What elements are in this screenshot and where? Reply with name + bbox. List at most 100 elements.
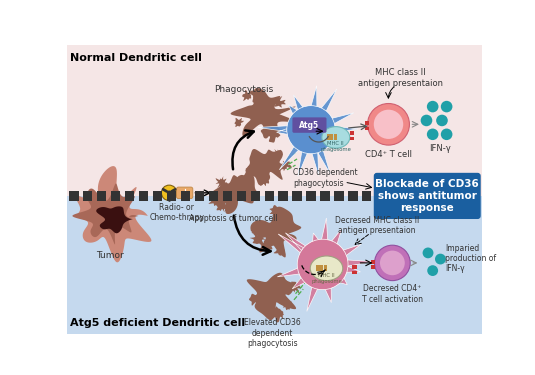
Ellipse shape bbox=[322, 127, 350, 148]
Polygon shape bbox=[231, 88, 299, 136]
Polygon shape bbox=[210, 190, 221, 200]
FancyBboxPatch shape bbox=[177, 187, 193, 199]
Circle shape bbox=[162, 185, 177, 201]
Text: Decresed MHC class II
antigen presentaion: Decresed MHC class II antigen presentaio… bbox=[335, 216, 419, 236]
Polygon shape bbox=[277, 218, 373, 311]
Bar bbox=[371, 260, 376, 264]
Polygon shape bbox=[238, 172, 254, 186]
Polygon shape bbox=[274, 246, 285, 256]
Polygon shape bbox=[209, 195, 223, 208]
Bar bbox=[97, 191, 106, 201]
Circle shape bbox=[427, 101, 439, 112]
Polygon shape bbox=[251, 227, 261, 235]
Text: CD4⁺ T cell: CD4⁺ T cell bbox=[365, 150, 412, 159]
Bar bbox=[324, 265, 327, 272]
Text: Radio- or
Chemo-thrapy: Radio- or Chemo-thrapy bbox=[149, 203, 204, 222]
Bar bbox=[334, 191, 343, 201]
Text: MHC II
phagosome: MHC II phagosome bbox=[311, 273, 342, 284]
Polygon shape bbox=[281, 300, 292, 310]
Circle shape bbox=[435, 254, 446, 264]
Polygon shape bbox=[250, 229, 266, 244]
Bar bbox=[153, 191, 162, 201]
Circle shape bbox=[167, 190, 172, 195]
Bar bbox=[181, 191, 190, 201]
Polygon shape bbox=[259, 173, 270, 186]
FancyBboxPatch shape bbox=[374, 173, 481, 219]
Text: IFN-γ: IFN-γ bbox=[429, 144, 450, 153]
Polygon shape bbox=[261, 240, 272, 251]
Text: Imparied
production of
IFN-γ: Imparied production of IFN-γ bbox=[445, 244, 496, 273]
Polygon shape bbox=[266, 125, 284, 142]
Circle shape bbox=[368, 104, 409, 145]
Circle shape bbox=[374, 110, 403, 139]
Text: Normal Dendritic cell: Normal Dendritic cell bbox=[70, 54, 202, 63]
Bar bbox=[223, 191, 232, 201]
Bar bbox=[365, 127, 369, 130]
Polygon shape bbox=[234, 118, 244, 127]
Polygon shape bbox=[246, 149, 287, 185]
Bar bbox=[278, 191, 288, 201]
Polygon shape bbox=[271, 207, 281, 218]
Bar bbox=[320, 265, 323, 272]
Bar bbox=[111, 191, 120, 201]
Polygon shape bbox=[250, 88, 264, 103]
Bar bbox=[371, 265, 376, 269]
Bar bbox=[334, 134, 338, 141]
FancyBboxPatch shape bbox=[293, 117, 326, 133]
Bar bbox=[293, 191, 302, 201]
Polygon shape bbox=[272, 149, 282, 158]
Circle shape bbox=[374, 245, 410, 280]
Bar bbox=[209, 191, 218, 201]
Polygon shape bbox=[250, 169, 258, 177]
Bar bbox=[320, 191, 330, 201]
Circle shape bbox=[421, 115, 432, 126]
Text: Phagocytosis: Phagocytosis bbox=[214, 85, 273, 94]
Bar bbox=[326, 134, 330, 141]
Bar bbox=[250, 191, 260, 201]
Polygon shape bbox=[272, 96, 286, 108]
Polygon shape bbox=[216, 176, 228, 188]
Bar bbox=[352, 271, 357, 274]
Circle shape bbox=[297, 239, 348, 290]
Circle shape bbox=[380, 251, 405, 275]
Text: Apoptosis of tumor cell: Apoptosis of tumor cell bbox=[189, 214, 278, 223]
Text: Blockade of CD36
shows antitumor
response: Blockade of CD36 shows antitumor respons… bbox=[376, 179, 479, 213]
Polygon shape bbox=[224, 203, 233, 214]
Bar bbox=[348, 191, 357, 201]
Bar bbox=[352, 265, 357, 269]
Polygon shape bbox=[247, 273, 296, 320]
Polygon shape bbox=[273, 310, 284, 320]
Bar bbox=[350, 131, 354, 135]
Bar bbox=[69, 191, 79, 201]
Polygon shape bbox=[270, 205, 283, 218]
Polygon shape bbox=[258, 86, 358, 176]
Circle shape bbox=[427, 129, 439, 140]
Polygon shape bbox=[281, 280, 292, 292]
Circle shape bbox=[441, 129, 453, 140]
Circle shape bbox=[423, 248, 433, 258]
Text: Tumor: Tumor bbox=[96, 251, 124, 260]
Text: Atg5 deficient Dendritic cell: Atg5 deficient Dendritic cell bbox=[70, 318, 245, 328]
Bar bbox=[264, 191, 274, 201]
Polygon shape bbox=[215, 200, 228, 212]
Polygon shape bbox=[281, 159, 292, 171]
FancyArrowPatch shape bbox=[234, 216, 271, 255]
Bar bbox=[365, 121, 369, 125]
Bar bbox=[307, 191, 316, 201]
Circle shape bbox=[427, 265, 438, 276]
Text: Atg5: Atg5 bbox=[300, 121, 319, 130]
Text: Elevated CD36
dependent
phagocytosis: Elevated CD36 dependent phagocytosis bbox=[244, 318, 301, 348]
Bar bbox=[67, 196, 482, 334]
Bar bbox=[139, 191, 148, 201]
Text: Decresed CD4⁺
T cell activation: Decresed CD4⁺ T cell activation bbox=[362, 285, 423, 304]
Polygon shape bbox=[250, 207, 301, 257]
Bar bbox=[167, 191, 176, 201]
Text: CD36 dependent
phagocytosis: CD36 dependent phagocytosis bbox=[293, 168, 358, 188]
Bar bbox=[67, 45, 482, 196]
Polygon shape bbox=[249, 294, 264, 308]
Polygon shape bbox=[96, 206, 133, 233]
Bar bbox=[125, 191, 134, 201]
Polygon shape bbox=[261, 120, 278, 138]
Circle shape bbox=[436, 115, 448, 126]
Bar bbox=[83, 191, 93, 201]
